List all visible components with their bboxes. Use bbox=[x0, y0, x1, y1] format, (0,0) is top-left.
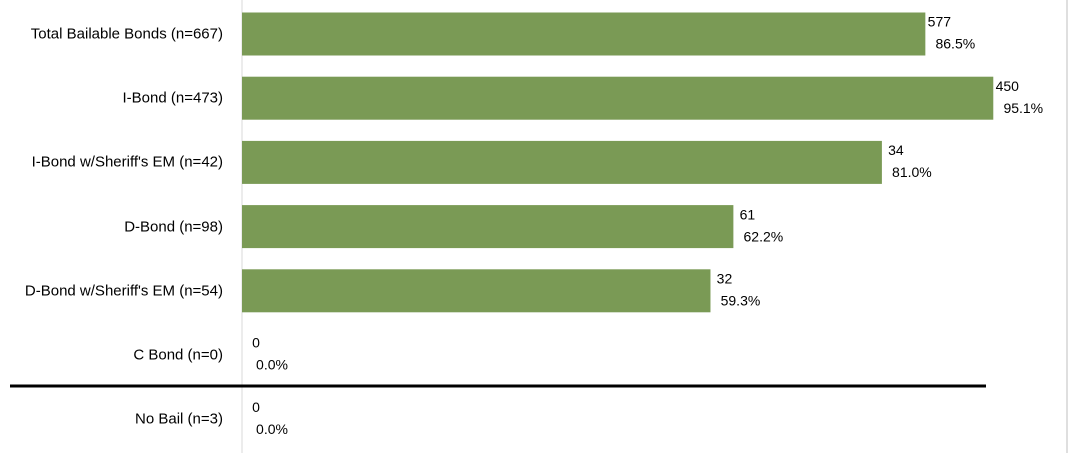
bar bbox=[242, 12, 926, 56]
y-tick-label: No Bail (n=3) bbox=[135, 410, 223, 428]
count-label: 61 bbox=[740, 206, 756, 222]
value-label: 95.1% bbox=[1003, 100, 1043, 116]
count-label: 0 bbox=[252, 399, 260, 415]
y-tick-label: C Bond (n=0) bbox=[133, 346, 223, 364]
bar bbox=[242, 76, 994, 120]
y-tick-label: I-Bond w/Sheriff's EM (n=42) bbox=[31, 153, 223, 171]
bar bbox=[242, 205, 734, 249]
count-label: 32 bbox=[717, 271, 733, 287]
count-label: 577 bbox=[928, 14, 952, 30]
bar bbox=[242, 140, 882, 184]
value-label: 0.0% bbox=[256, 357, 288, 373]
y-tick-label: D-Bond (n=98) bbox=[124, 218, 223, 236]
bar bbox=[242, 269, 711, 313]
count-label: 34 bbox=[888, 142, 904, 158]
y-tick-label: D-Bond w/Sheriff's EM (n=54) bbox=[24, 282, 223, 300]
value-label: 81.0% bbox=[892, 164, 932, 180]
value-label: 59.3% bbox=[721, 293, 761, 309]
value-label: 0.0% bbox=[256, 421, 288, 437]
count-label: 0 bbox=[252, 335, 260, 351]
value-label: 62.2% bbox=[744, 228, 784, 244]
value-label: 86.5% bbox=[935, 36, 975, 52]
count-label: 450 bbox=[996, 78, 1020, 94]
y-tick-label: Total Bailable Bonds (n=667) bbox=[30, 25, 223, 43]
y-tick-label: I-Bond (n=473) bbox=[122, 89, 223, 107]
